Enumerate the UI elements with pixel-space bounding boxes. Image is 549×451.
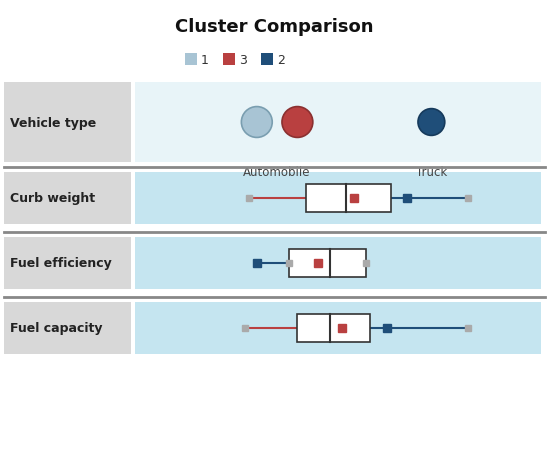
- Bar: [135, 83, 541, 163]
- Bar: [289, 249, 366, 278]
- Bar: [4, 238, 131, 290]
- Bar: [135, 173, 541, 225]
- Bar: [185, 54, 197, 66]
- Bar: [298, 314, 371, 343]
- Text: 3: 3: [239, 55, 247, 67]
- Bar: [261, 54, 273, 66]
- Bar: [4, 83, 131, 163]
- Circle shape: [282, 107, 313, 138]
- Text: Curb weight: Curb weight: [10, 192, 95, 205]
- Text: Truck: Truck: [416, 166, 447, 179]
- Text: Cluster Comparison: Cluster Comparison: [175, 18, 374, 36]
- Text: Vehicle type: Vehicle type: [10, 116, 96, 129]
- Text: Fuel efficiency: Fuel efficiency: [10, 257, 112, 270]
- Bar: [223, 54, 235, 66]
- Bar: [4, 173, 131, 225]
- Text: 2: 2: [277, 55, 285, 67]
- Circle shape: [418, 109, 445, 136]
- Text: 1: 1: [201, 55, 209, 67]
- Text: Automobile: Automobile: [243, 166, 311, 179]
- Text: Fuel capacity: Fuel capacity: [10, 322, 103, 335]
- Bar: [135, 302, 541, 354]
- Circle shape: [242, 107, 272, 138]
- Bar: [135, 238, 541, 290]
- Bar: [306, 184, 391, 213]
- Bar: [4, 302, 131, 354]
